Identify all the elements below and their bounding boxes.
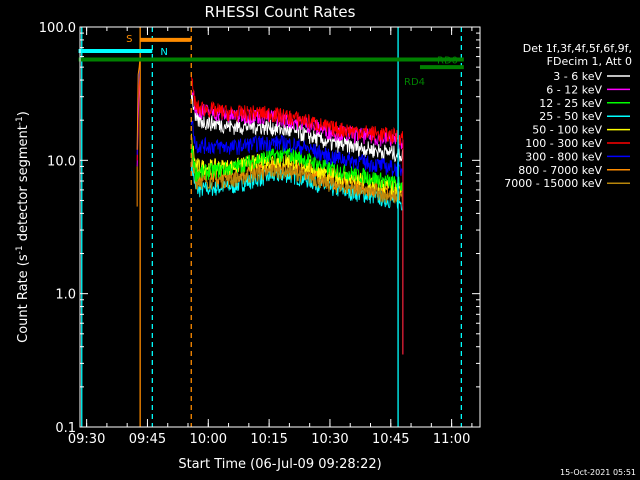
- series-trace: [190, 120, 404, 355]
- x-tick-label: 10:30: [311, 432, 348, 447]
- legend-entry-label: 800 - 7000 keV: [518, 164, 602, 177]
- x-tick-label: 09:45: [129, 432, 166, 447]
- flag-label: RD0: [437, 56, 458, 67]
- series-trace: [190, 73, 404, 355]
- legend-header-line-1: Det 1f,3f,4f,5f,6f,9f,: [523, 42, 632, 55]
- x-tick-label: 10:15: [250, 432, 287, 447]
- y-tick-label: 0.1: [55, 421, 76, 436]
- x-tick-label: 11:00: [433, 432, 470, 447]
- legend-entry-label: 50 - 100 keV: [532, 124, 602, 137]
- series-traces: [136, 56, 404, 355]
- legend-entry-label: 300 - 800 keV: [525, 150, 602, 163]
- y-tick-label: 1.0: [55, 288, 76, 303]
- flag-label: S: [126, 34, 132, 45]
- legend-entry-label: 25 - 50 keV: [539, 110, 602, 123]
- y-tick-label: 100.0: [39, 21, 76, 36]
- x-axis-ticks: 09:30 09:45 10:00 10:15 10:30 10:45 11:00: [68, 27, 473, 447]
- legend-entry-label: 12 - 25 keV: [539, 97, 602, 110]
- legend-entry-label: 100 - 300 keV: [525, 137, 602, 150]
- x-tick-label: 10:00: [190, 432, 227, 447]
- x-axis-label: Start Time (06-Jul-09 09:28:22): [178, 457, 381, 472]
- legend-entry-label: 3 - 6 keV: [553, 70, 602, 83]
- plot-frame: [79, 26, 481, 428]
- legend-entry-label: 6 - 12 keV: [546, 83, 602, 96]
- chart-title: RHESSI Count Rates: [205, 3, 356, 21]
- saa-night-lines: [81, 27, 462, 427]
- generation-timestamp: 15-Oct-2021 05:51: [560, 468, 636, 477]
- attenuator-flag-bars: S N RD0 RD4: [78, 34, 464, 88]
- legend-entry-label: 7000 - 15000 keV: [504, 177, 602, 190]
- y-tick-label: 10.0: [47, 154, 76, 169]
- legend: Det 1f,3f,4f,5f,6f,9f, FDecim 1, Att 0 3…: [504, 42, 632, 190]
- x-tick-label: 10:45: [372, 432, 409, 447]
- legend-header-line-2: FDecim 1, Att 0: [547, 55, 632, 68]
- y-axis-ticks: 0.1 1.0 10.0 100.0: [39, 21, 480, 436]
- series-trace: [190, 144, 404, 355]
- x-tick-label: 09:30: [68, 432, 105, 447]
- flag-label: RD4: [404, 77, 425, 88]
- flag-label: N: [160, 47, 167, 58]
- y-axis-label: Count Rate (s-1 detector segment-1): [15, 111, 31, 343]
